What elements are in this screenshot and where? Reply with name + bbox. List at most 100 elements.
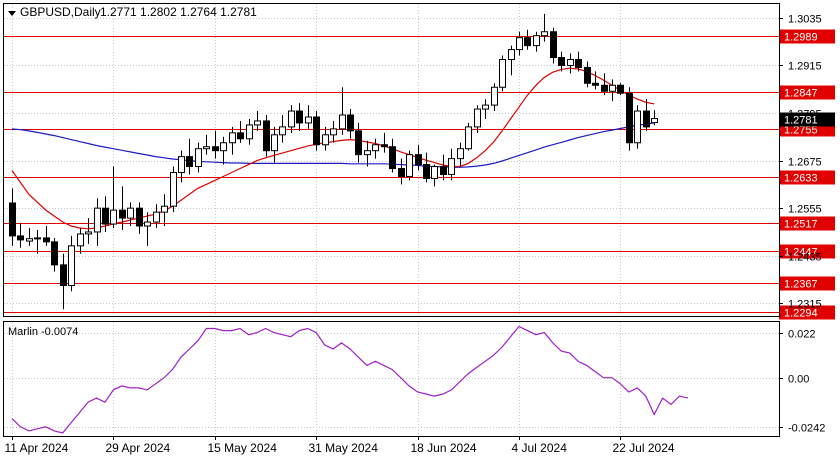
candle-body-bull: [516, 37, 523, 51]
candle-body-bull: [499, 59, 506, 88]
candle-body-bear: [102, 207, 109, 225]
candle-body-bear: [60, 264, 67, 286]
level-badge: [779, 244, 835, 259]
oscillator-title: Marlin -0.0074: [8, 326, 78, 338]
chevron-down-icon[interactable]: [8, 11, 16, 16]
candle-body-bull: [229, 132, 236, 144]
candle-body-bear: [558, 57, 565, 66]
level-badge-label: 1.2989: [784, 32, 818, 44]
candle: [448, 148, 455, 181]
candle: [440, 154, 447, 181]
candle: [220, 136, 227, 165]
candle: [651, 110, 658, 126]
candle: [465, 122, 472, 151]
level-badge-label: 1.2294: [784, 308, 818, 320]
candle-body-bull: [651, 118, 658, 124]
candle: [178, 150, 185, 183]
candle-body-bull: [465, 126, 472, 150]
candle-body-bear: [415, 154, 422, 166]
candle: [558, 51, 565, 72]
candle: [136, 202, 143, 234]
candle-body-bear: [237, 132, 244, 140]
candle-body-bull: [482, 104, 489, 110]
time-axis: 11 Apr 2024 29 Apr 2024 15 May 2024 31 May …: [5, 436, 675, 455]
level-badge: [779, 276, 835, 291]
candle-body-bull: [609, 84, 616, 92]
level-badge-label: 1.2633: [784, 173, 818, 185]
candle: [94, 198, 101, 246]
candle: [474, 105, 481, 133]
level-badge: [779, 170, 835, 185]
candle-body-bear: [212, 146, 219, 152]
candle: [398, 158, 405, 185]
candle-body-bear: [423, 164, 430, 179]
candle-body-bull: [634, 110, 641, 144]
candle-body-bull: [203, 146, 210, 150]
candle-body-bull: [431, 166, 438, 179]
oscillator-line-group: [11, 325, 689, 434]
candle: [415, 144, 422, 171]
candle: [423, 152, 430, 183]
candle: [119, 186, 126, 230]
candle: [592, 71, 599, 90]
candle: [533, 31, 540, 52]
candle-body-bear: [592, 82, 599, 86]
candle-body-bear: [643, 110, 650, 128]
candle-body-bear: [617, 84, 624, 94]
current-price-label: 1.2781: [784, 115, 818, 127]
candle: [617, 83, 624, 96]
level-badge: [779, 85, 835, 100]
candle-body-bear: [186, 156, 193, 168]
candle: [186, 138, 193, 175]
level-badge-label: 1.2517: [784, 219, 818, 231]
level-badge: [779, 29, 835, 44]
candles: [9, 13, 658, 310]
candle-body-bear: [136, 207, 143, 227]
candle: [609, 79, 616, 102]
candle-body-bull: [330, 128, 337, 136]
candle-body-bear: [355, 130, 362, 156]
candle-body-bull: [567, 59, 574, 66]
candle-body-bear: [398, 168, 405, 177]
candle-body-bull: [448, 158, 455, 175]
candle: [144, 212, 151, 246]
candle-body-bull: [220, 142, 227, 152]
candle: [330, 120, 337, 143]
candle-body-bull: [305, 116, 312, 124]
horizontal-levels: 1.2989 1.2847 1.2755 1.2633 1.2517 1.2447 1.23…: [4, 29, 835, 320]
candle-body-bear: [51, 241, 58, 266]
candle: [237, 120, 244, 143]
candle-body-bull: [271, 134, 278, 152]
time-tick-label: 15 May 2024: [208, 441, 278, 455]
candle-body-bull: [94, 207, 101, 233]
ma-slow-group: [11, 122, 655, 168]
candle-body-bear: [17, 235, 24, 241]
candle-body-bull: [533, 35, 540, 47]
candle-body-bull: [110, 209, 117, 225]
price-tick-label: 1.2915: [788, 61, 822, 73]
candle-body-bear: [550, 31, 557, 59]
candle-body-bear: [575, 59, 582, 68]
level-badge-label: 1.2447: [784, 247, 818, 259]
candle-body-bull: [541, 31, 548, 37]
level-badge-label: 1.2367: [784, 279, 818, 291]
candle-body-bull: [170, 171, 177, 207]
candle-body-bull: [85, 231, 92, 235]
ma-slow-line: [11, 122, 655, 168]
candle-body-bear: [296, 110, 303, 124]
candle: [643, 99, 650, 131]
candle: [153, 204, 160, 228]
oscillator-tick-label: 0.022: [788, 329, 816, 341]
time-tick-label: 22 Jul 2024: [613, 441, 675, 455]
candle: [229, 126, 236, 155]
candle: [601, 73, 608, 96]
candle-body-bull: [77, 233, 84, 247]
price-tick-label: 1.2315: [788, 299, 822, 311]
time-tick-label: 18 Jun 2024: [411, 441, 477, 455]
candle-body-bear: [524, 37, 531, 47]
candle-body-bear: [313, 116, 320, 146]
candle: [263, 115, 270, 157]
candle: [85, 218, 92, 244]
